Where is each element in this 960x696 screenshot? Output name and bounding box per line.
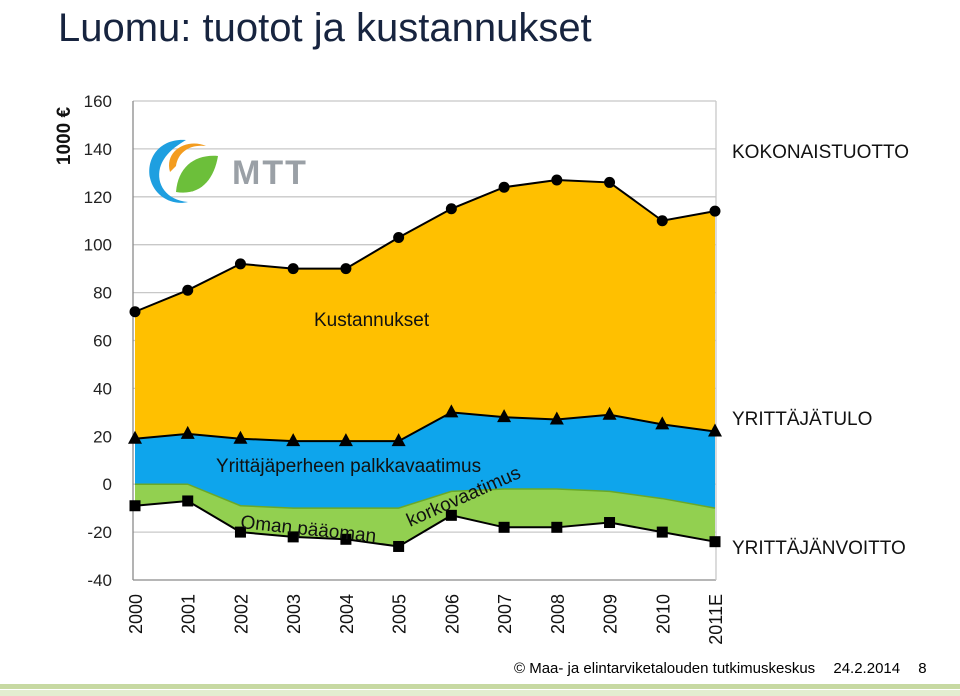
entrepreneur-marker — [602, 406, 617, 420]
profit-marker — [445, 509, 457, 521]
x-tick-label: 2002 — [231, 594, 251, 634]
y-tick-label: 0 — [103, 475, 112, 494]
page-title: Luomu: tuotot ja kustannukset — [58, 6, 592, 50]
series-label-entrepreneur: YRITTÄJÄTULO — [732, 409, 872, 430]
logo-swirl-blue — [149, 139, 188, 203]
cost-band-label: Kustannukset — [314, 310, 430, 331]
total-marker — [182, 284, 194, 296]
profit-marker — [182, 495, 194, 507]
total-marker — [656, 215, 668, 227]
bottom-bar-stripe — [0, 684, 960, 689]
logo-leaf-icon — [176, 155, 218, 193]
profit-marker — [551, 521, 563, 533]
x-tick-label: 2009 — [601, 594, 621, 634]
total-marker — [129, 306, 141, 318]
total-marker — [340, 263, 352, 275]
wage-area — [135, 412, 715, 509]
copyright-text: © Maa- ja elintarviketalouden tutkimuske… — [514, 660, 816, 677]
y-tick-label: 160 — [84, 92, 112, 111]
bottom-bar — [0, 684, 960, 696]
capital-area — [135, 484, 715, 547]
profit-marker — [656, 526, 668, 538]
capital-area-edge — [135, 483, 716, 509]
x-tick-label: 2003 — [284, 594, 304, 634]
wage-band-label: Yrittäjäperheen palkkavaatimus — [216, 456, 481, 477]
entrepreneur-marker — [180, 425, 195, 439]
x-tick-label: 2005 — [390, 594, 410, 634]
entrepreneur-marker — [233, 430, 248, 444]
total-marker — [709, 205, 721, 217]
profit-marker — [393, 540, 405, 552]
logo-text: MTT — [232, 154, 308, 192]
total-marker — [287, 263, 299, 275]
entrepreneur-marker — [708, 423, 722, 437]
footer: © Maa- ja elintarviketalouden tutkimuske… — [514, 660, 941, 677]
entrepreneur-marker — [549, 411, 564, 425]
y-tick-label: 20 — [93, 427, 112, 446]
entrepreneur-marker — [444, 404, 459, 418]
bottom-bar-stripe-light — [0, 690, 960, 696]
cost-area — [135, 180, 715, 442]
y-tick-label: 80 — [93, 284, 112, 303]
series-label-total: KOKONAISTUOTTO — [732, 142, 909, 163]
x-tick-label: 2000 — [126, 594, 146, 634]
total-marker — [551, 174, 563, 186]
x-tick-label: 2008 — [548, 594, 568, 634]
series-line — [134, 179, 716, 313]
total-marker — [234, 258, 246, 270]
y-tick-label: 60 — [93, 332, 112, 351]
y-tick-label: 100 — [84, 236, 112, 255]
mtt-logo: MTT — [149, 139, 308, 203]
x-tick-label: 2007 — [495, 594, 515, 634]
y-tick-label: 140 — [84, 140, 112, 159]
x-tick-label: 2004 — [337, 594, 357, 634]
profit-marker — [287, 531, 299, 543]
profit-marker — [604, 517, 616, 529]
x-tick-label: 2006 — [442, 594, 462, 634]
y-tick-label: -40 — [87, 571, 112, 590]
profit-marker — [234, 526, 246, 538]
logo-swirl-orange — [169, 143, 206, 172]
series-label-profit: YRITTÄJÄNVOITTO — [732, 538, 906, 559]
series-line — [134, 411, 716, 443]
page-number: 8 — [918, 660, 927, 677]
y-tick-label: 40 — [93, 379, 112, 398]
total-marker — [393, 232, 405, 244]
y-tick-label: -20 — [87, 523, 112, 542]
profit-marker — [709, 536, 721, 548]
entrepreneur-marker — [655, 416, 670, 430]
total-marker — [445, 203, 457, 215]
entrepreneur-marker — [286, 433, 301, 447]
profit-marker — [340, 533, 352, 545]
footer-date: 24.2.2014 — [833, 660, 901, 677]
entrepreneur-marker — [338, 433, 353, 447]
entrepreneur-marker — [497, 409, 512, 423]
profit-marker — [129, 500, 141, 512]
x-tick-label: 2010 — [653, 594, 673, 634]
profit-marker — [498, 521, 510, 533]
y-axis-label: 1000 € — [54, 107, 75, 166]
entrepreneur-marker — [391, 433, 406, 447]
y-tick-label: 120 — [84, 188, 112, 207]
total-marker — [604, 176, 616, 188]
x-tick-label: 2001 — [179, 594, 199, 634]
total-marker — [498, 181, 510, 193]
entrepreneur-marker — [128, 430, 142, 444]
series-line — [134, 499, 716, 548]
x-tick-label: 2011E — [706, 594, 726, 645]
